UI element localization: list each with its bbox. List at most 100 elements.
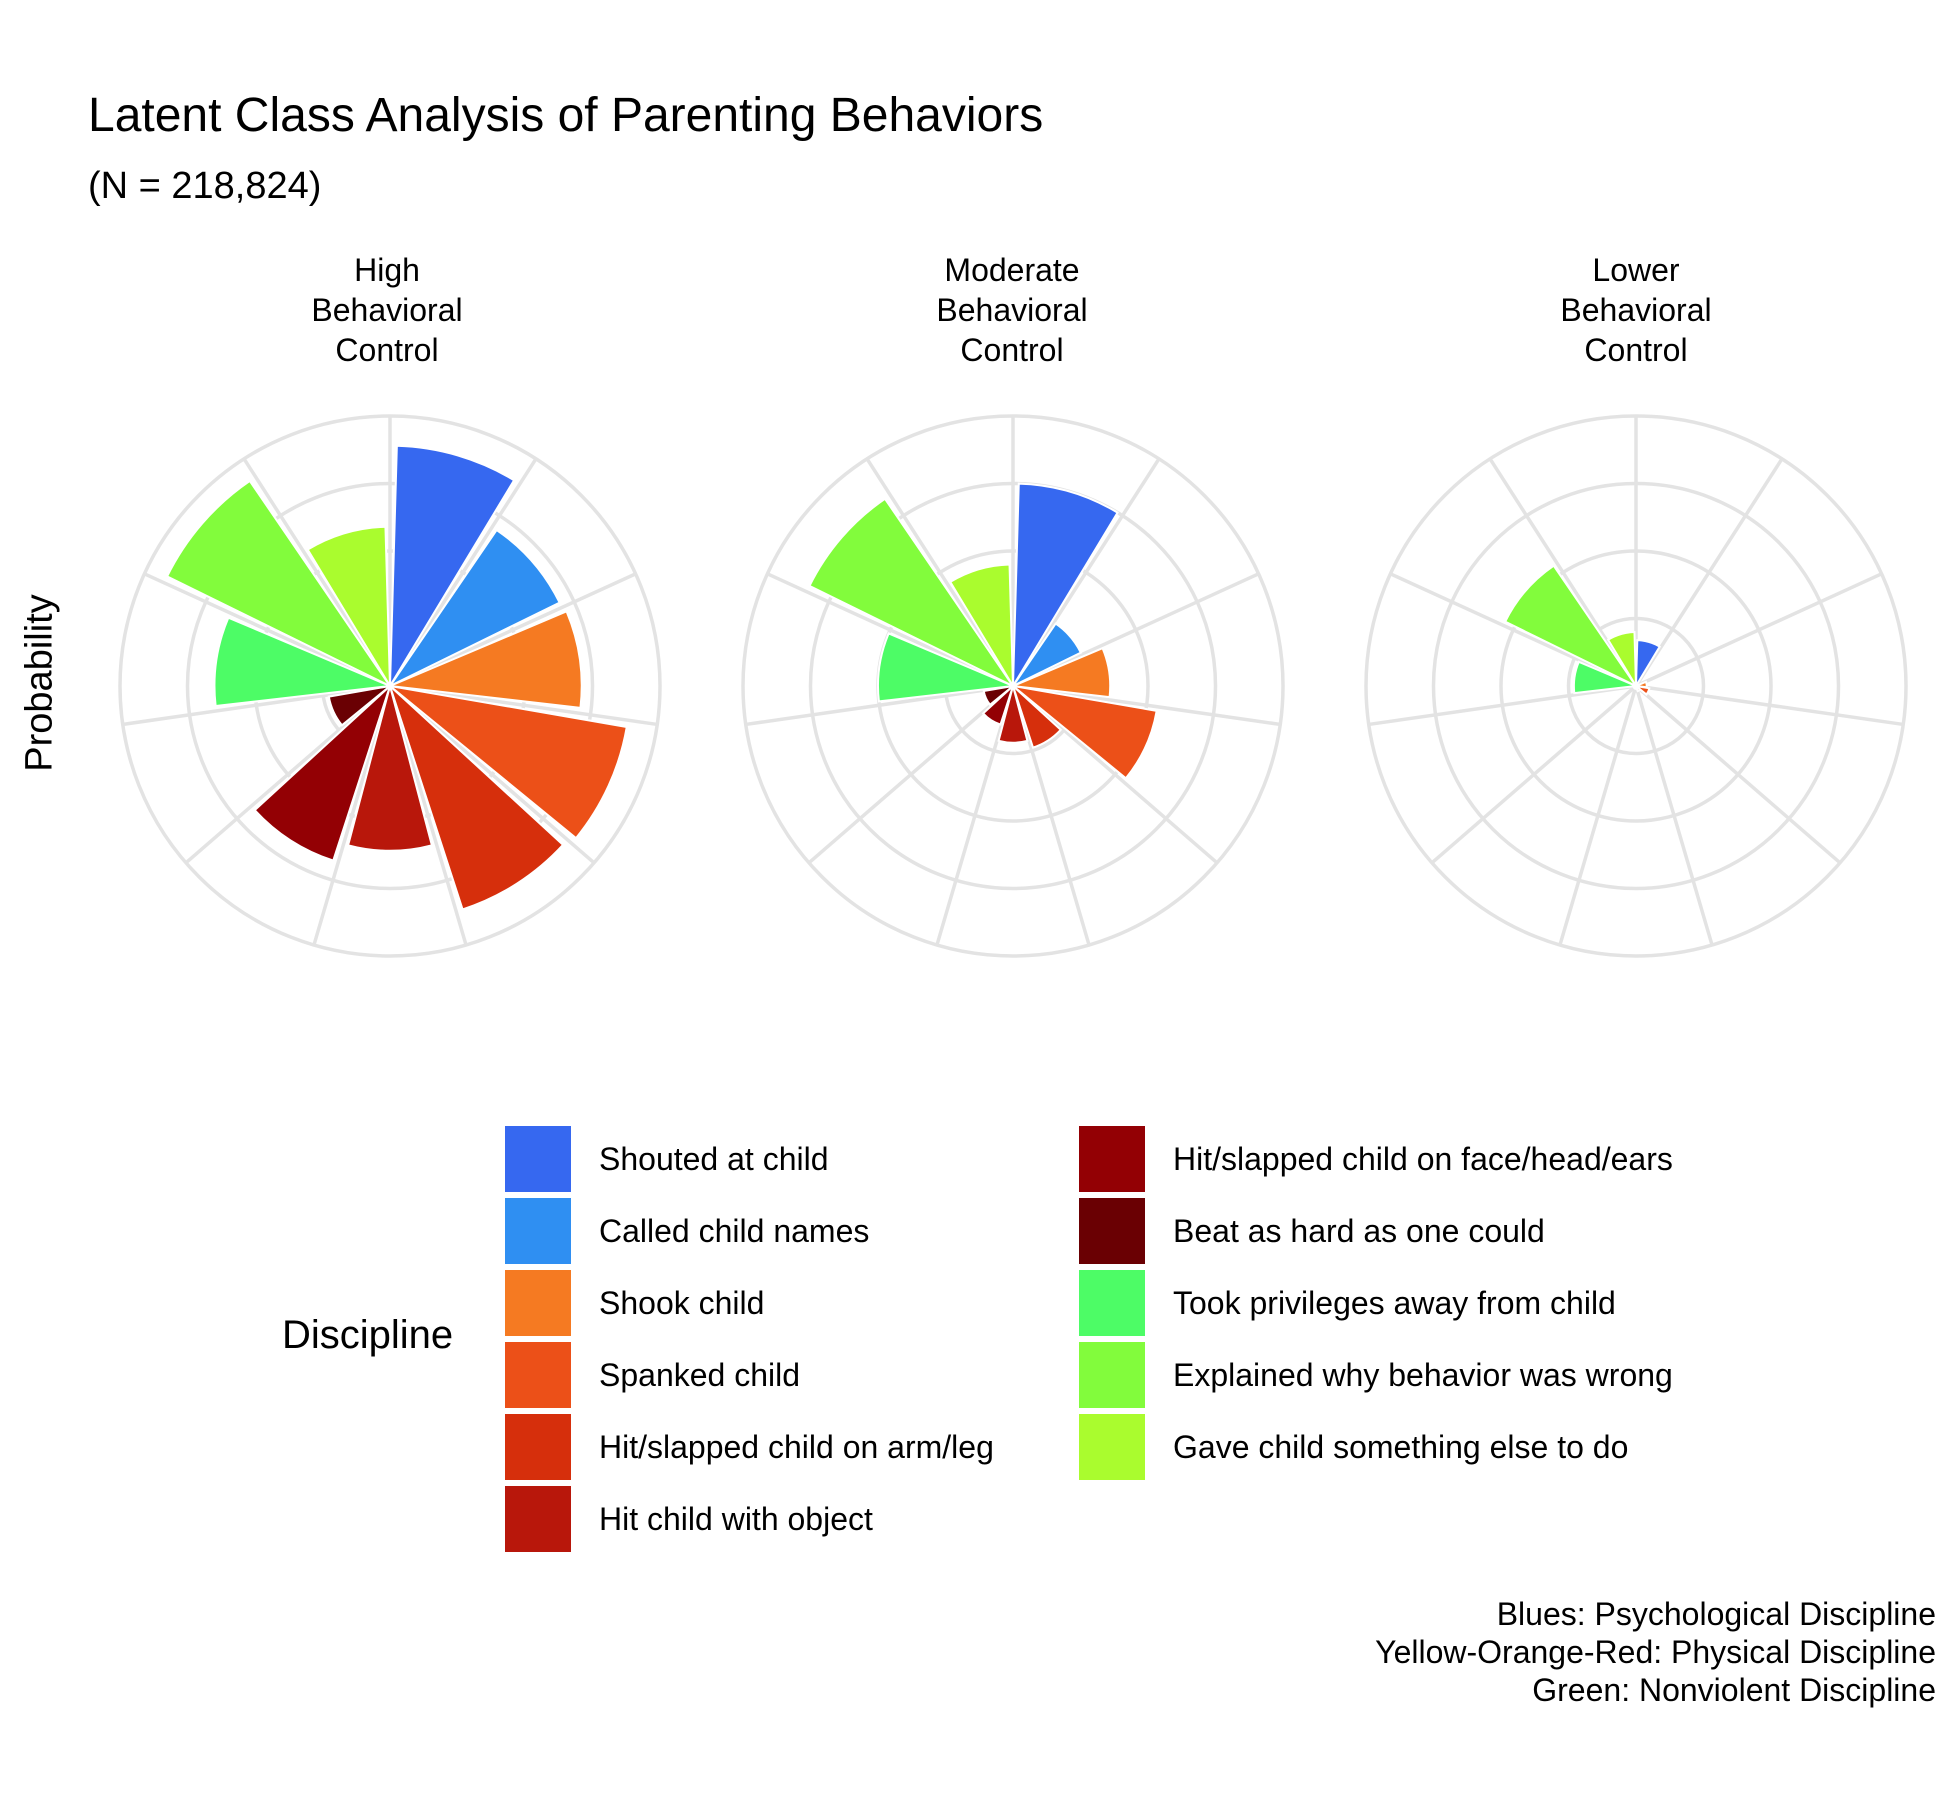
wedge-took-privileges-away-from-child [877,632,1017,703]
wedge-called-child-names [387,528,561,689]
wedge-beat-as-hard-as-one-could [327,684,394,727]
angular-gridline [1635,572,1883,688]
angular-gridline [807,684,1015,865]
legend-item: Hit child with object [505,1483,1079,1555]
wedge-hit-slapped-child-on-arm-leg [387,682,565,911]
legend-key-swatch [1079,1198,1145,1264]
polar-panel [1364,414,1908,958]
facet-label-line: Control [335,332,439,368]
angular-gridline [1558,685,1638,946]
legend-label: Shouted at child [599,1140,829,1177]
legend-item: Gave child something else to do [1079,1411,1679,1483]
legend-item: Hit/slapped child on face/head/ears [1079,1123,1679,1195]
legend-label: Spanked child [599,1356,801,1393]
caption: Blues: Psychological Discipline Yellow-O… [1375,1595,1936,1709]
legend-key-swatch [505,1342,571,1408]
legend-key-swatch [505,1270,571,1336]
wedge-hit-slapped-child-on-arm-leg [1010,682,1063,749]
chart-subtitle: (N = 218,824) [88,165,322,207]
wedge-shouted-at-child [1011,482,1119,690]
legend: Shouted at child Called child names Shook … [505,1123,1679,1555]
angular-gridline [184,684,392,865]
angular-gridline [1488,457,1638,687]
facet-label-line: Control [960,332,1064,368]
legend-item: Hit/slapped child on arm/leg [505,1411,1079,1483]
angular-gridline [1012,572,1260,688]
angular-gridline [1635,684,1904,727]
legend-item: Beat as hard as one could [1079,1195,1679,1267]
legend-item: Spanked child [505,1339,1079,1411]
legend-key-swatch [505,1414,571,1480]
wedge-explained-why-behavior-was-wrong [1503,564,1639,689]
caption-line: Green: Nonviolent Discipline [1532,1672,1936,1708]
facet-label-moderate: Moderate Behavioral Control [732,250,1292,370]
polar-panel [741,414,1285,958]
wedge-shouted-at-child [1634,639,1662,690]
wedge-took-privileges-away-from-child [213,616,394,708]
angular-gridline [766,572,1014,688]
legend-item: Explained why behavior was wrong [1079,1339,1679,1411]
angular-gridline [1011,684,1219,865]
wedge-shouted-at-child [388,444,516,690]
wedge-hit-slapped-child-on-face-head-ears [253,682,393,862]
wedge-called-child-names [1010,622,1083,689]
angular-gridline [143,572,391,688]
angular-gridline [312,685,392,946]
facet-label-lower: Lower Behavioral Control [1356,250,1916,370]
angular-gridline [935,685,1015,946]
angular-gridline [388,457,538,687]
legend-key-swatch [505,1486,571,1552]
wedge-hit-slapped-child-on-face-head-ears [981,682,1016,726]
legend-key-swatch [505,1198,571,1264]
angular-gridline [242,457,392,687]
chart-title: Latent Class Analysis of Parenting Behav… [88,89,1044,142]
angular-gridline [122,684,391,727]
wedge-explained-why-behavior-was-wrong [165,479,393,689]
legend-item: Shook child [505,1267,1079,1339]
angular-gridline [389,572,637,688]
legend-label: Gave child something else to do [1173,1428,1629,1465]
wedge-hit-child-with-object [346,682,434,852]
legend-title: Discipline [282,1313,454,1357]
facet-label-line: Moderate [944,252,1080,288]
facet-label-line: High [354,252,420,288]
wedge-shook-child [1009,646,1112,699]
legend-label: Took privileges away from child [1173,1284,1616,1321]
caption-line: Yellow-Orange-Red: Physical Discipline [1375,1634,1936,1670]
wedge-gave-child-something-else-to-do [1606,630,1638,690]
wedge-gave-child-something-else-to-do [306,525,392,690]
legend-item: Took privileges away from child [1079,1267,1679,1339]
wedge-spanked-child [386,684,628,840]
wedge-explained-why-behavior-was-wrong [808,497,1016,689]
angular-gridline [389,684,658,727]
legend-key-swatch [1079,1414,1145,1480]
wedge-beat-as-hard-as-one-could [982,684,1017,707]
caption-line: Blues: Psychological Discipline [1496,1596,1936,1632]
legend-label: Beat as hard as one could [1173,1212,1545,1249]
legend-label: Explained why behavior was wrong [1173,1356,1673,1393]
angular-gridline [745,684,1014,727]
wedge-shook-child [386,610,583,709]
angular-gridline [1011,685,1091,946]
wedge-hit-child-with-object [997,682,1029,744]
legend-item: Called child names [505,1195,1079,1267]
legend-label: Hit/slapped child on arm/leg [599,1428,994,1465]
polar-panel [118,414,662,958]
angular-gridline [388,685,468,946]
legend-key-swatch [1079,1270,1145,1336]
legend-label: Called child names [599,1212,870,1249]
angular-gridline [1634,684,1842,865]
angular-gridline [1634,457,1784,687]
facet-label-line: Lower [1592,252,1680,288]
legend-label: Hit child with object [599,1500,873,1537]
legend-label: Hit/slapped child on face/head/ears [1173,1140,1673,1177]
wedge-gave-child-something-else-to-do [948,563,1015,690]
angular-gridline [865,457,1015,687]
angular-gridline [388,684,596,865]
angular-gridline [1634,685,1714,946]
facet-label-high: High Behavioral Control [107,250,667,370]
facet-label-line: Behavioral [1560,292,1712,328]
legend-key-swatch [505,1126,571,1192]
angular-gridline [1389,572,1637,688]
